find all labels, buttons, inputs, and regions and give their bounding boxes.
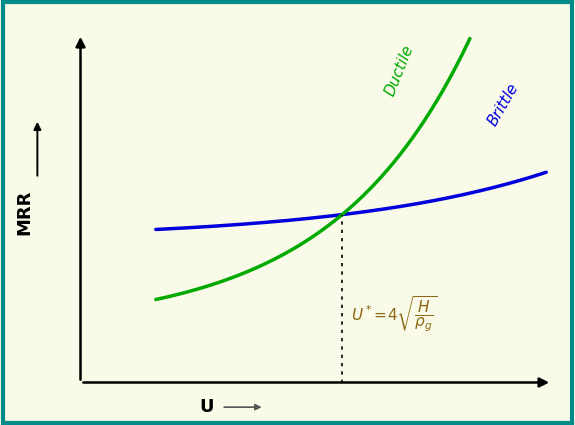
Text: Brittle: Brittle	[485, 80, 522, 128]
Text: U: U	[200, 398, 214, 416]
Text: Ductile: Ductile	[382, 42, 417, 98]
Text: MRR: MRR	[15, 190, 33, 235]
Text: $U^*\!=\!4\sqrt{\dfrac{H}{\rho_g}}$: $U^*\!=\!4\sqrt{\dfrac{H}{\rho_g}}$	[351, 295, 437, 334]
